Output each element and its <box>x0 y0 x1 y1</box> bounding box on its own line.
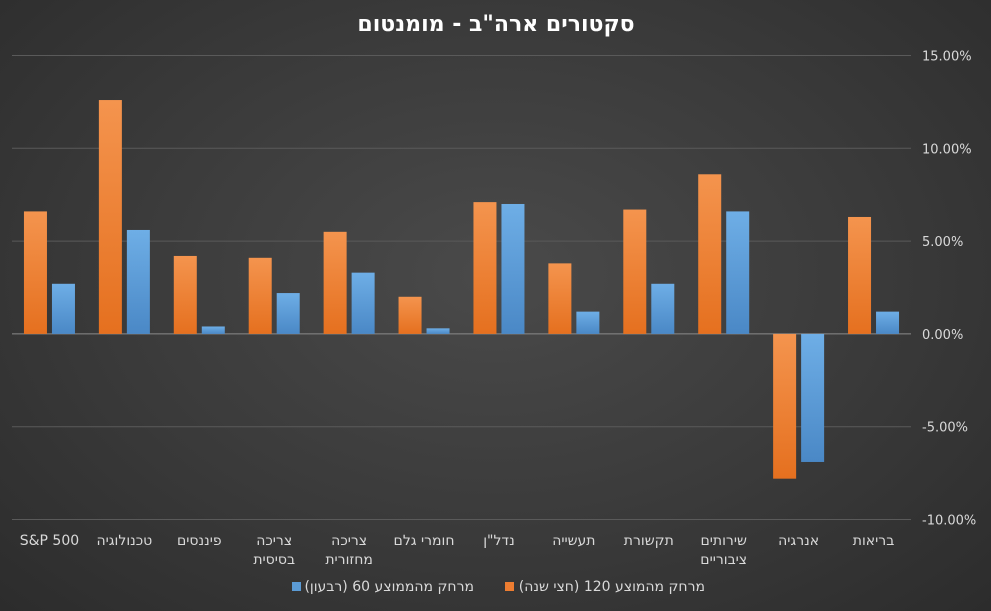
bar-series-120 <box>248 257 272 334</box>
category-label: מחזורית <box>325 552 373 568</box>
bar-series-60 <box>501 203 525 334</box>
bar-series-60 <box>726 211 750 334</box>
bar-series-60 <box>276 293 300 334</box>
bar-series-60 <box>126 229 150 334</box>
bar-series-60 <box>801 333 825 462</box>
category-label: S&P 500 <box>20 533 79 549</box>
bar-series-120 <box>848 216 872 334</box>
bar-series-60 <box>51 283 75 334</box>
bar-series-120 <box>623 209 647 334</box>
bars <box>23 100 900 479</box>
category-label: ציבוריים <box>700 552 747 568</box>
bar-series-120 <box>323 231 347 334</box>
category-label: צריכה <box>331 533 367 549</box>
category-label: בסיסית <box>253 552 295 568</box>
y-tick-label: 0.00% <box>922 328 963 343</box>
category-label: אנרגיה <box>778 533 819 549</box>
legend-label-120: מרחק מהמוצע 120 (חצי שנה) <box>519 579 705 595</box>
bar-series-60 <box>351 272 375 334</box>
bar-series-120 <box>773 333 797 479</box>
bar-series-120 <box>698 174 722 334</box>
y-tick-label: -5.00% <box>922 421 968 436</box>
bar-series-60 <box>876 311 900 334</box>
y-tick-label: -10.00% <box>922 514 976 529</box>
bar-series-60 <box>201 326 225 334</box>
category-label: פיננסים <box>177 533 222 549</box>
category-label: חומרי גלם <box>394 533 455 549</box>
y-tick-label: 15.00% <box>922 50 972 65</box>
bar-series-60 <box>576 311 600 334</box>
y-tick-label: 5.00% <box>922 235 963 250</box>
category-labels: בריאות אנרגיה שירותים ציבוריים תקשורת תעשייה נ… <box>20 533 895 568</box>
category-label: שירותים <box>701 533 747 549</box>
category-label: נדל"ן <box>483 533 514 549</box>
category-label: צריכה <box>256 533 292 549</box>
y-tick-label: 10.00% <box>922 142 972 157</box>
category-label: טכנולוגיה <box>97 533 153 549</box>
bar-series-60 <box>426 328 450 334</box>
category-label: תקשורת <box>624 533 674 549</box>
category-label: תעשייה <box>552 533 595 549</box>
legend: מרחק מהמוצע 120 (חצי שנה) מרחק מהממוצע 60… <box>292 579 705 595</box>
legend-swatch-60 <box>292 582 301 591</box>
bar-series-120 <box>398 296 422 334</box>
bar-series-120 <box>473 202 497 334</box>
bar-series-120 <box>173 255 197 334</box>
legend-swatch-120 <box>505 582 514 591</box>
chart-title: סקטורים ארה"ב - מומנטום <box>357 12 634 37</box>
legend-label-60: מרחק מהממוצע 60 (רבעון) <box>304 579 474 595</box>
category-label: בריאות <box>853 533 895 549</box>
bar-series-120 <box>548 263 572 334</box>
bar-series-60 <box>651 283 675 334</box>
y-axis-ticks: 15.00% 10.00% 5.00% 0.00% -5.00% -10.00% <box>922 50 976 529</box>
bar-series-120 <box>23 211 47 334</box>
bar-series-120 <box>98 100 122 334</box>
grid-lines <box>12 55 911 520</box>
